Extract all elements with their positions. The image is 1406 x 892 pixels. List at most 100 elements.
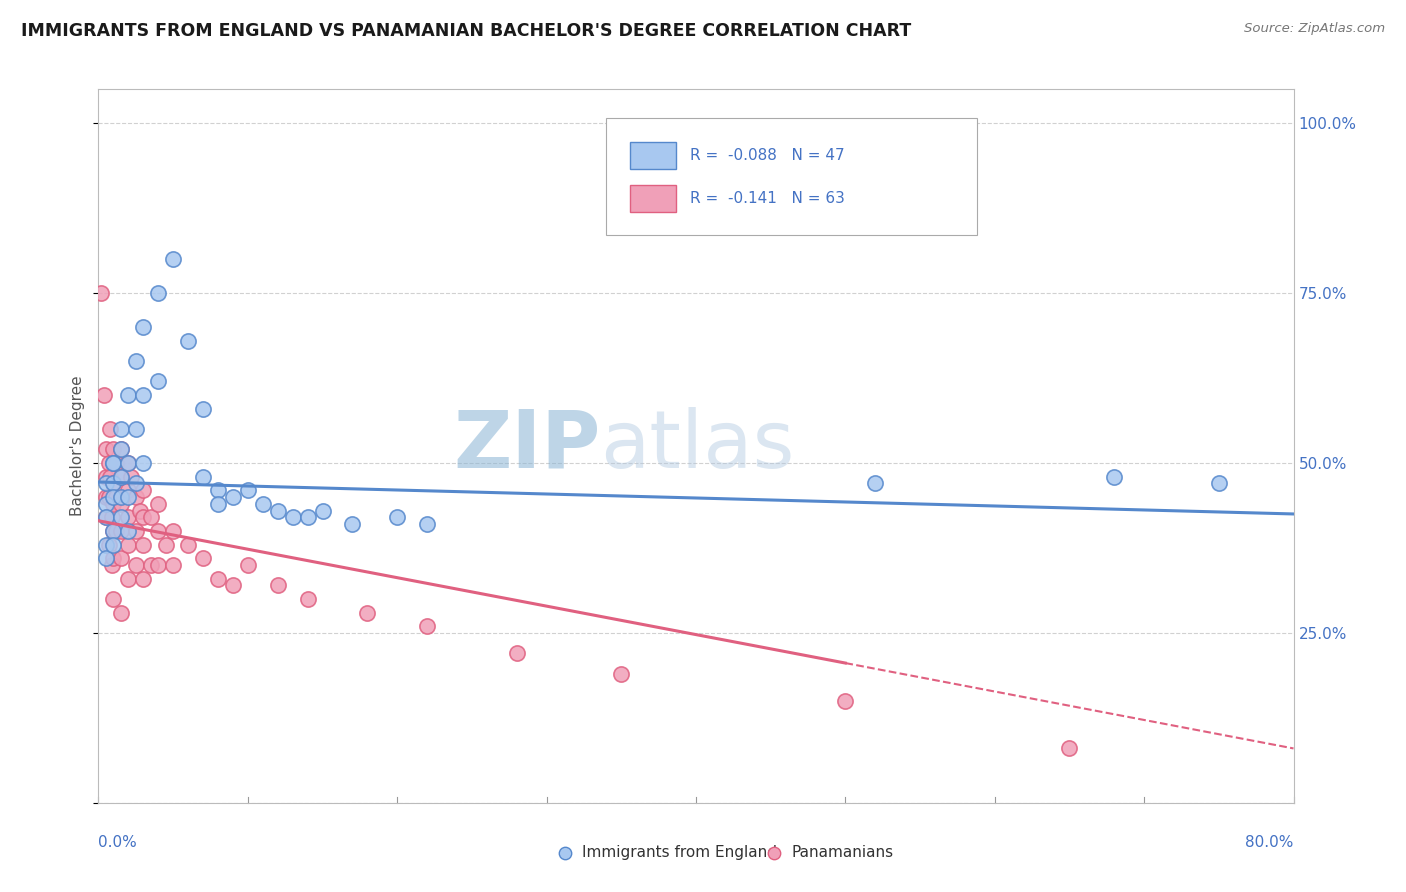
Point [416,619,439,633]
Point [94,442,117,457]
Point [155,537,177,551]
Point [311,503,333,517]
Point [865,476,887,491]
Point [94,497,117,511]
Point [117,537,139,551]
Point [222,490,245,504]
Point [125,422,148,436]
Point [101,558,124,572]
Point [506,646,529,660]
Point [110,469,132,483]
Point [103,476,125,491]
Point [98,422,122,436]
Point [110,510,132,524]
Point [148,286,170,301]
Text: Panamanians: Panamanians [792,846,894,860]
Point [207,572,229,586]
Point [93,388,115,402]
Point [125,490,148,504]
Point [281,510,304,524]
FancyBboxPatch shape [630,185,676,212]
Point [191,401,214,416]
Text: Immigrants from England: Immigrants from England [582,846,778,860]
Point [94,510,117,524]
Point [1208,476,1230,491]
Text: ZIP: ZIP [453,407,600,485]
Point [148,524,170,538]
Point [105,524,128,538]
Text: IMMIGRANTS FROM ENGLAND VS PANAMANIAN BACHELOR'S DEGREE CORRELATION CHART: IMMIGRANTS FROM ENGLAND VS PANAMANIAN BA… [21,22,911,40]
Point [162,252,184,266]
Point [610,666,633,681]
Point [117,456,139,470]
Point [117,456,139,470]
Point [110,442,132,457]
Point [1059,741,1081,756]
Point [103,524,125,538]
Point [103,497,125,511]
Point [110,422,132,436]
Point [110,490,132,504]
Point [103,456,125,470]
Point [101,510,124,524]
Point [931,843,953,857]
Point [342,517,364,532]
Point [103,551,125,566]
Point [139,558,162,572]
Point [132,388,155,402]
Point [125,524,148,538]
Point [177,334,200,348]
Point [97,456,120,470]
Point [103,476,125,491]
Point [385,510,409,524]
Y-axis label: Bachelor's Degree: Bachelor's Degree [70,376,86,516]
Point [1104,469,1126,483]
Point [356,606,378,620]
Point [110,469,132,483]
Point [148,558,170,572]
Point [94,476,117,491]
Point [105,490,128,504]
Point [125,558,148,572]
Point [191,469,214,483]
Point [132,510,155,524]
Point [191,551,214,566]
Point [148,375,170,389]
Point [132,572,155,586]
Point [416,517,439,532]
Point [267,578,290,592]
Point [103,442,125,457]
Point [117,490,139,504]
Point [94,510,117,524]
Point [97,490,120,504]
Point [94,469,117,483]
Point [103,537,125,551]
Point [236,483,259,498]
Point [252,497,274,511]
Point [103,490,125,504]
Point [90,286,112,301]
Point [162,524,184,538]
Point [132,456,155,470]
Point [103,456,125,470]
Point [669,843,692,857]
Point [97,537,120,551]
Point [129,503,152,517]
Point [117,510,139,524]
Point [117,388,139,402]
Point [103,524,125,538]
Point [132,483,155,498]
Point [94,551,117,566]
FancyBboxPatch shape [606,118,977,235]
Point [117,572,139,586]
Point [834,694,856,708]
Point [297,591,319,606]
Point [236,558,259,572]
Point [207,483,229,498]
Point [297,510,319,524]
Text: atlas: atlas [600,407,794,485]
Point [177,537,200,551]
Point [132,320,155,334]
Point [267,503,290,517]
Text: 0.0%: 0.0% [98,835,138,850]
